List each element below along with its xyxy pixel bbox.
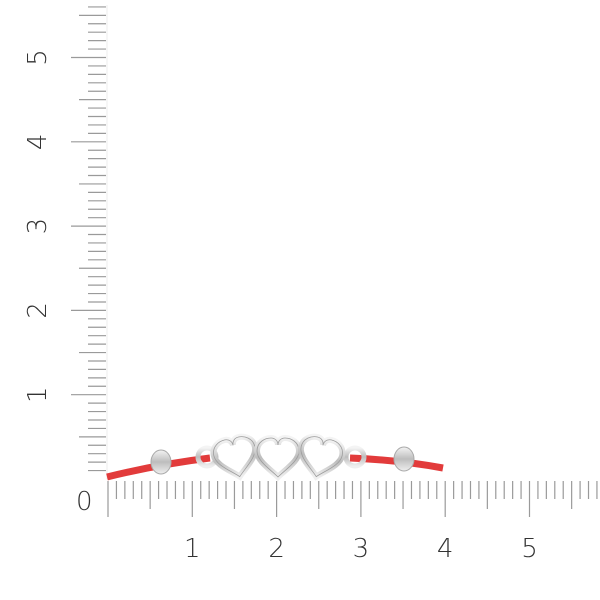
x-ruler-label: 5 [521,534,538,564]
y-ruler-label: 3 [23,218,53,235]
bracelet [106,433,444,482]
x-ruler-label: 1 [184,534,201,564]
vertical-ruler [71,5,108,479]
y-ruler-label: 5 [23,49,53,66]
y-ruler-label: 4 [23,134,53,151]
jump-ring-right [343,445,367,469]
bead-left [150,449,172,475]
x-ruler-label: 3 [353,534,370,564]
ruler-zero-label: 0 [76,487,93,517]
y-ruler-label: 2 [23,302,53,319]
horizontal-ruler [107,481,598,517]
x-ruler-label: 2 [268,534,285,564]
bead-right [393,446,415,472]
x-ruler-label: 4 [437,534,454,564]
y-ruler-label: 1 [23,386,53,403]
